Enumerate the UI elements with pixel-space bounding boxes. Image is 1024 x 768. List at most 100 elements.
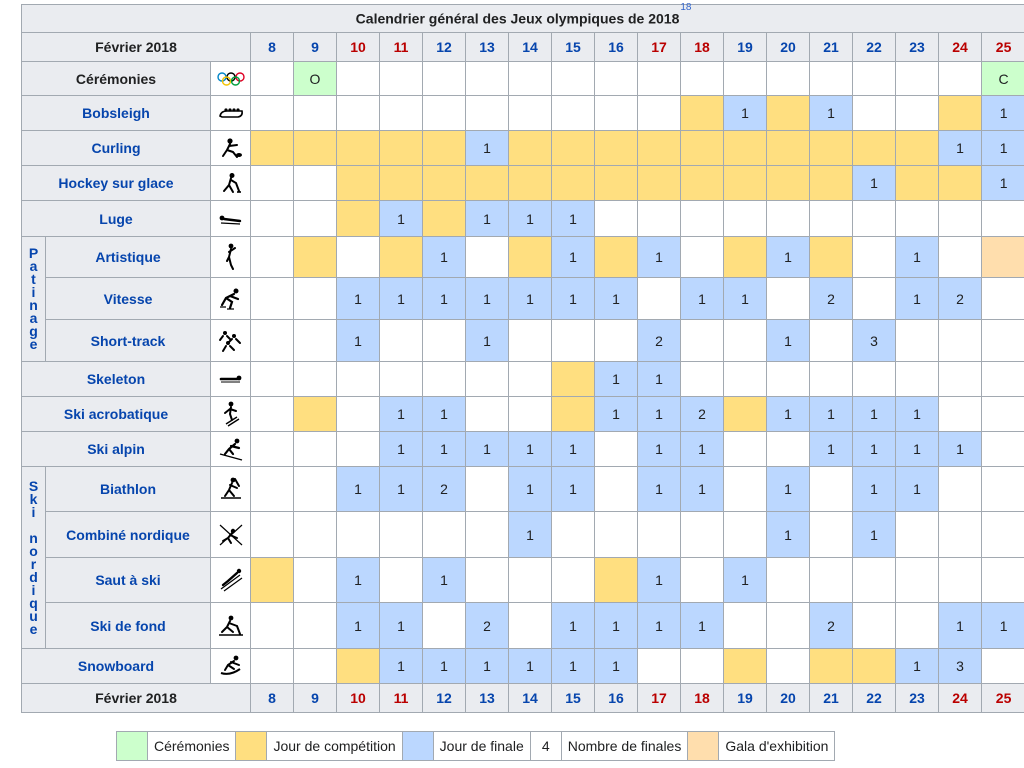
schedule-cell: 1 <box>594 277 638 320</box>
schedule-cell: 1 <box>766 396 810 432</box>
schedule-cell <box>422 602 466 649</box>
schedule-cell: 2 <box>938 277 982 320</box>
sport-9-label[interactable]: Ski acrobatique <box>21 396 211 432</box>
day-14-header[interactable]: 14 <box>508 32 552 62</box>
schedule-cell <box>508 130 552 166</box>
schedule-cell: 1 <box>680 466 724 512</box>
day-13-header[interactable]: 13 <box>465 683 509 713</box>
day-8-header[interactable]: 8 <box>250 683 294 713</box>
sport-11-label[interactable]: Biathlon <box>45 466 211 512</box>
day-17-header[interactable]: 17 <box>637 32 681 62</box>
sport-4-label[interactable]: Luge <box>21 200 211 237</box>
schedule-cell <box>637 130 681 166</box>
footnote-ref-link[interactable]: 18 <box>680 2 692 14</box>
schedule-cell <box>250 361 294 397</box>
schedule-cell: 1 <box>809 396 853 432</box>
day-22-header[interactable]: 22 <box>852 32 896 62</box>
schedule-cell: 1 <box>680 431 724 467</box>
schedule-cell: 1 <box>594 602 638 649</box>
day-25-header[interactable]: 25 <box>980 32 1024 62</box>
day-15-header[interactable]: 15 <box>551 32 595 62</box>
day-9-header[interactable]: 9 <box>293 683 337 713</box>
day-11-header[interactable]: 11 <box>379 683 423 713</box>
sport-5-label[interactable]: Artistique <box>45 236 211 278</box>
schedule-cell: 1 <box>508 466 552 512</box>
schedule-cell <box>723 236 767 278</box>
schedule-cell <box>852 361 896 397</box>
schedule-cell <box>465 557 509 603</box>
schedule-cell <box>980 277 1024 320</box>
day-18-header[interactable]: 18 <box>680 32 724 62</box>
day-10-header[interactable]: 10 <box>336 683 380 713</box>
day-21-header[interactable]: 21 <box>809 32 853 62</box>
schedule-cell <box>293 319 337 362</box>
day-8-header[interactable]: 8 <box>250 32 294 62</box>
day-21-header[interactable]: 21 <box>809 683 853 713</box>
day-14-header[interactable]: 14 <box>508 683 552 713</box>
schedule-cell <box>895 165 939 201</box>
day-10-header[interactable]: 10 <box>336 32 380 62</box>
schedule-cell: 1 <box>637 396 681 432</box>
snowboard-icon <box>211 654 250 678</box>
sport-7-label[interactable]: Short-track <box>45 319 211 362</box>
sport-14-label[interactable]: Ski de fond <box>45 602 211 649</box>
schedule-cell: 1 <box>895 236 939 278</box>
day-25-header[interactable]: 25 <box>980 683 1024 713</box>
schedule-cell: 1 <box>551 602 595 649</box>
schedule-cell <box>336 165 380 201</box>
schedule-cell <box>508 95 552 131</box>
day-23-header[interactable]: 23 <box>895 683 939 713</box>
day-15-header[interactable]: 15 <box>551 683 595 713</box>
schedule-cell: 1 <box>508 277 552 320</box>
schedule-cell <box>766 431 810 467</box>
schedule-cell: 1 <box>422 648 466 684</box>
schedule-cell: 1 <box>465 200 509 237</box>
day-18-header[interactable]: 18 <box>680 683 724 713</box>
day-24-header[interactable]: 24 <box>938 683 982 713</box>
schedule-cell <box>508 602 552 649</box>
schedule-cell <box>766 95 810 131</box>
day-17-header[interactable]: 17 <box>637 683 681 713</box>
day-9-header[interactable]: 9 <box>293 32 337 62</box>
sport-15-label[interactable]: Snowboard <box>21 648 211 684</box>
day-20-header[interactable]: 20 <box>766 32 810 62</box>
day-20-header[interactable]: 20 <box>766 683 810 713</box>
sport-2-label[interactable]: Curling <box>21 130 211 166</box>
day-19-header[interactable]: 19 <box>723 683 767 713</box>
schedule-cell: 1 <box>852 511 896 558</box>
schedule-cell <box>895 200 939 237</box>
day-12-header[interactable]: 12 <box>422 32 466 62</box>
sport-8-label[interactable]: Skeleton <box>21 361 211 397</box>
schedule-cell <box>680 557 724 603</box>
day-22-header[interactable]: 22 <box>852 683 896 713</box>
day-12-header[interactable]: 12 <box>422 683 466 713</box>
day-19-header[interactable]: 19 <box>723 32 767 62</box>
sport-1-label[interactable]: Bobsleigh <box>21 95 211 131</box>
sport-13-label[interactable]: Saut à ski <box>45 557 211 603</box>
schedule-cell <box>594 95 638 131</box>
legend-swatch: 4 <box>529 731 562 761</box>
day-23-header[interactable]: 23 <box>895 32 939 62</box>
day-16-header[interactable]: 16 <box>594 32 638 62</box>
schedule-cell: 1 <box>895 431 939 467</box>
day-11-header[interactable]: 11 <box>379 32 423 62</box>
schedule-cell <box>723 431 767 467</box>
schedule-cell <box>250 466 294 512</box>
sport-icon-cell <box>210 431 251 467</box>
schedule-cell <box>938 61 982 96</box>
day-24-header[interactable]: 24 <box>938 32 982 62</box>
sport-12-label[interactable]: Combiné nordique <box>45 511 211 558</box>
sport-6-label[interactable]: Vitesse <box>45 277 211 320</box>
day-13-header[interactable]: 13 <box>465 32 509 62</box>
sport-10-label[interactable]: Ski alpin <box>21 431 211 467</box>
schedule-cell: 1 <box>895 396 939 432</box>
day-16-header[interactable]: 16 <box>594 683 638 713</box>
schedule-cell: 1 <box>637 602 681 649</box>
sport-3-label[interactable]: Hockey sur glace <box>21 165 211 201</box>
schedule-cell <box>594 165 638 201</box>
alpine-skiing-icon <box>211 437 250 461</box>
schedule-cell: 1 <box>680 277 724 320</box>
schedule-cell: 1 <box>594 648 638 684</box>
